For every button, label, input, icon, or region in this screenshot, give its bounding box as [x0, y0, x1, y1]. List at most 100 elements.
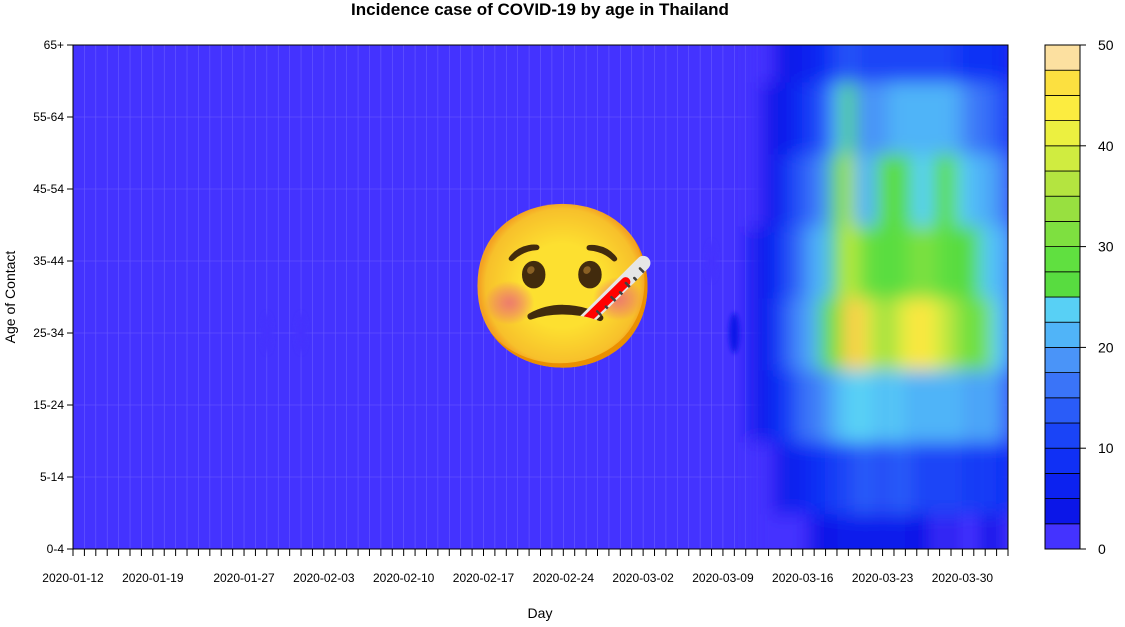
x-tick-label: 2020-03-02	[612, 571, 674, 585]
heatmap-cell	[785, 81, 798, 155]
heatmap-cell	[979, 45, 992, 83]
heatmap-cell	[762, 369, 775, 443]
heatmap-cell	[854, 369, 867, 443]
y-axis-label: Age of Contact	[2, 251, 18, 344]
heatmap-cell	[956, 81, 969, 155]
heatmap-cell	[933, 441, 946, 515]
colorbar-bin	[1044, 44, 1081, 71]
colorbar-bin	[1044, 296, 1081, 323]
heatmap-cell	[968, 297, 981, 371]
heatmap-cell	[911, 45, 924, 83]
heatmap-cell	[990, 81, 1003, 155]
heatmap-cell	[876, 297, 889, 371]
heatmap-cell	[785, 45, 798, 83]
heatmap-cell	[762, 513, 775, 549]
heatmap-cell	[911, 153, 924, 227]
colorbar-frame	[1044, 44, 1081, 550]
heatmap-cell	[979, 369, 992, 443]
colorbar-bin	[1044, 69, 1081, 96]
heatmap-cell	[774, 441, 787, 515]
heatmap-cell	[751, 45, 764, 83]
heatmap-cell	[956, 297, 969, 371]
heatmap-blob	[295, 312, 307, 354]
heatmap-cell	[819, 45, 832, 83]
x-tick-label: 2020-01-19	[122, 571, 184, 585]
heatmap-cell	[751, 297, 764, 371]
x-tick-label: 2020-02-24	[533, 571, 595, 585]
heatmap-cell	[774, 513, 787, 549]
colorbar-bin	[1044, 447, 1081, 474]
y-tick-label: 45-54	[33, 182, 64, 196]
heatmap-cell	[888, 153, 901, 227]
heatmap-cell	[979, 225, 992, 299]
colorbar-bin	[1044, 422, 1081, 449]
colorbar-tick-label: 0	[1098, 541, 1106, 557]
heatmap-cell	[899, 81, 912, 155]
heatmap-cell	[808, 369, 821, 443]
x-tick-label: 2020-01-27	[213, 571, 275, 585]
x-tick-label: 2020-01-12	[42, 571, 104, 585]
heatmap-cell	[774, 297, 787, 371]
heatmap-cell	[842, 513, 855, 549]
heatmap-cell	[990, 45, 1003, 83]
x-tick-label: 2020-03-16	[772, 571, 834, 585]
heatmap-cell	[933, 225, 946, 299]
heatmap-cell	[876, 441, 889, 515]
x-tick-label: 2020-03-23	[852, 571, 914, 585]
heatmap-cell	[911, 81, 924, 155]
heatmap-cell	[831, 153, 844, 227]
heatmap-cell	[842, 369, 855, 443]
heatmap-cell	[990, 153, 1003, 227]
heatmap-cell	[945, 225, 958, 299]
x-axis: 2020-01-12 2020-01-19 2020-01-27 2020-02-03…	[42, 549, 1009, 585]
y-tick-label: 15-24	[33, 398, 64, 412]
heatmap-cell	[774, 369, 787, 443]
colorbar-tick-label: 30	[1098, 239, 1114, 255]
x-tick-label: 2020-03-30	[932, 571, 994, 585]
heatmap-cell	[1002, 441, 1008, 515]
x-tick-label: 2020-03-09	[692, 571, 754, 585]
heatmap-cell	[842, 45, 855, 83]
heatmap-cell	[968, 45, 981, 83]
heatmap-cell	[819, 441, 832, 515]
y-tick-label: 65+	[44, 38, 64, 52]
heatmap-cell	[819, 513, 832, 549]
heatmap-cell	[922, 45, 935, 83]
heatmap-cell	[888, 369, 901, 443]
heatmap-cell	[922, 513, 935, 549]
heatmap-cell	[785, 513, 798, 549]
colorbar-bin	[1044, 321, 1081, 348]
heatmap-cell	[774, 225, 787, 299]
heatmap-cell	[865, 441, 878, 515]
heatmap-cell	[865, 45, 878, 83]
heatmap-cell	[865, 369, 878, 443]
heatmap-cell	[831, 513, 844, 549]
heatmap-cell	[968, 513, 981, 549]
heatmap-cell	[762, 225, 775, 299]
heatmap-cell	[956, 369, 969, 443]
heatmap-cell	[751, 513, 764, 549]
heatmap-cell	[808, 45, 821, 83]
heatmap-cell	[842, 153, 855, 227]
colorbar-bin	[1044, 120, 1081, 147]
heatmap-cell	[762, 153, 775, 227]
heatmap-cell	[797, 297, 810, 371]
heatmap-cell	[819, 297, 832, 371]
colorbar-bin	[1044, 346, 1081, 373]
heatmap-cell	[797, 441, 810, 515]
heatmap-cell	[854, 513, 867, 549]
heatmap-cell	[945, 297, 958, 371]
heatmap-cell	[899, 369, 912, 443]
heatmap-cell	[865, 153, 878, 227]
heatmap-cell	[762, 441, 775, 515]
heatmap-cell	[945, 81, 958, 155]
heatmap-cell	[819, 369, 832, 443]
colorbar-bin	[1044, 220, 1081, 247]
heatmap-cell	[831, 297, 844, 371]
colorbar-bin	[1044, 397, 1081, 424]
heatmap-cell	[945, 369, 958, 443]
heatmap-cell	[1002, 45, 1008, 83]
heatmap-cell	[933, 513, 946, 549]
x-tick-label: 2020-02-03	[293, 571, 355, 585]
